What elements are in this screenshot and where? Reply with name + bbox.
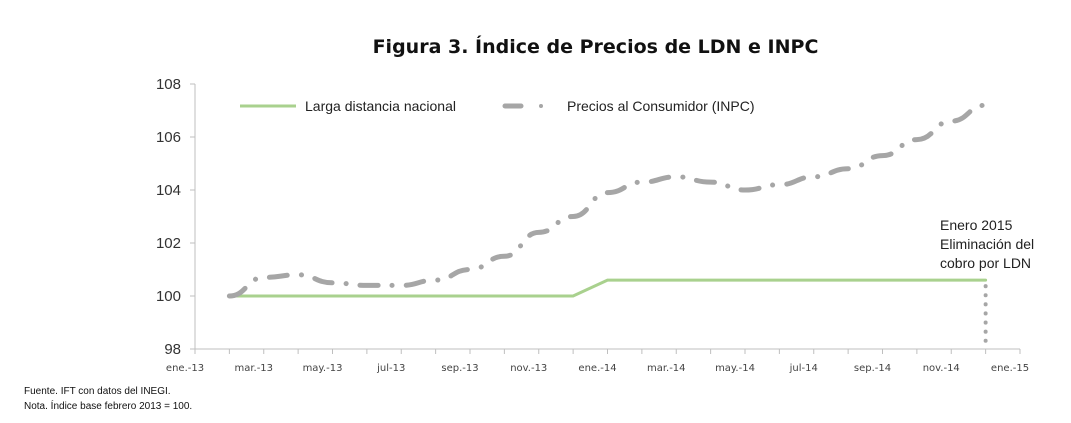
x-tick-label: ene.-15: [991, 363, 1029, 374]
legend-swatch-inpc-dot: [539, 104, 543, 108]
x-tick-label: may.-14: [715, 363, 755, 374]
x-tick-label: jul-14: [789, 363, 818, 374]
y-tick-label: 106: [156, 129, 181, 146]
annotation: Enero 2015 Eliminación del cobro por LDN: [940, 217, 1034, 349]
x-tick-label: mar.-13: [234, 363, 273, 374]
axes: 98 100 102 104 106 108 ene.-13 mar.-13 may.-13 ju…: [156, 76, 1029, 374]
chart-title: Figura 3. Índice de Precios de LDN e INP…: [372, 36, 819, 58]
x-tick-label: nov.-14: [923, 363, 960, 374]
x-tick-label: mar.-14: [647, 363, 686, 374]
series-group: [226, 102, 989, 299]
x-tick-label: ene.-13: [166, 363, 204, 374]
x-tick-label: sep.-14: [854, 363, 891, 374]
y-tick-label: 102: [156, 235, 181, 252]
series-line-ldn: [227, 278, 988, 298]
y-tick-label: 108: [156, 76, 181, 93]
y-tick-label: 100: [156, 288, 181, 305]
x-tick-label: may.-13: [303, 363, 343, 374]
annotation-text: Enero 2015: [940, 217, 1013, 233]
x-tick-label: sep.-13: [441, 363, 478, 374]
x-tick-label: ene.-14: [578, 363, 616, 374]
annotation-text: cobro por LDN: [940, 255, 1031, 271]
legend: Larga distancia nacional Precios al Consu…: [240, 98, 755, 114]
x-tick-label: jul-13: [376, 363, 405, 374]
source-note: Fuente. IFT con datos del INEGI.: [24, 386, 171, 397]
annotation-text: Eliminación del: [940, 236, 1034, 252]
x-tick-label: nov.-13: [510, 363, 547, 374]
legend-label-inpc: Precios al Consumidor (INPC): [567, 98, 755, 114]
y-tick-label: 104: [156, 182, 181, 199]
legend-label-ldn: Larga distancia nacional: [305, 98, 456, 114]
series-line-inpc: [226, 102, 989, 299]
base-note: Nota. Índice base febrero 2013 = 100.: [24, 401, 193, 412]
y-tick-label: 98: [164, 341, 181, 358]
